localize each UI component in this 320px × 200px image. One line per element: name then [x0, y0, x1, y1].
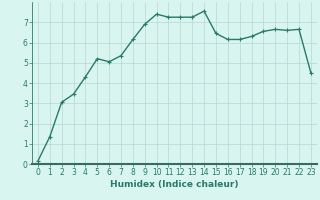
X-axis label: Humidex (Indice chaleur): Humidex (Indice chaleur): [110, 180, 239, 189]
